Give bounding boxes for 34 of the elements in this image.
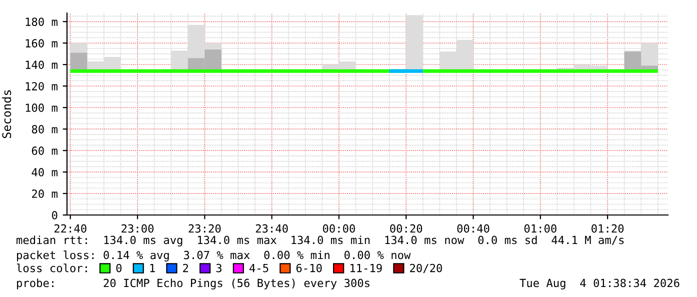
legend-title: loss color:	[16, 264, 87, 272]
y-tick-label: 60 m	[32, 146, 58, 155]
x-tick-label: 01:00	[524, 224, 556, 233]
y-tick-label: 160 m	[26, 39, 58, 48]
legend-label: 2	[183, 264, 188, 272]
x-tick-label: 22:40	[54, 224, 86, 233]
y-tick-label: 0	[52, 211, 58, 220]
y-tick-label: 140 m	[26, 60, 58, 69]
legend-label: 6-10	[296, 264, 322, 272]
y-axis-title: Seconds	[2, 90, 12, 138]
text: packet loss: 0.14 % avg 3.07 % max 0.00 % min 0.00 % now	[17, 250, 411, 262]
x-tick-label: 23:20	[188, 224, 221, 233]
text: median rtt: 134.0 ms avg 134.0 ms max 134.0 ms min 134.0 ms now 0.0 ms sd 44.1 M am/s	[16, 236, 624, 246]
legend-label: 3	[216, 264, 222, 272]
x-tick-label: 00:40	[457, 224, 490, 233]
x-tick-label: 01:20	[592, 224, 624, 233]
text: Tue Aug 4 01:38:34 2026	[520, 278, 680, 290]
x-tick-label: 00:20	[390, 224, 422, 233]
y-tick-label: 180 m	[26, 18, 58, 26]
legend-label: 1	[150, 264, 155, 272]
x-tick-label: 00:00	[322, 224, 355, 233]
legend-label: 4-5	[250, 264, 268, 272]
y-tick-label: 40 m	[32, 168, 58, 176]
legend-label: 20/20	[410, 264, 442, 274]
y-tick-label: 120 m	[26, 82, 58, 90]
x-tick-label: 23:40	[256, 224, 288, 233]
y-tick-label: 20 m	[32, 190, 58, 198]
legend-label: 11-19	[350, 264, 382, 272]
y-tick-label: 100 m	[26, 104, 58, 112]
text: probe: 20 ICMP Echo Pings (56 Bytes) every 300s	[17, 278, 370, 290]
x-tick-label: 23:00	[122, 224, 154, 233]
legend-label: 0	[116, 264, 122, 272]
bar	[406, 15, 423, 72]
y-tick-label: 80 m	[32, 125, 58, 134]
